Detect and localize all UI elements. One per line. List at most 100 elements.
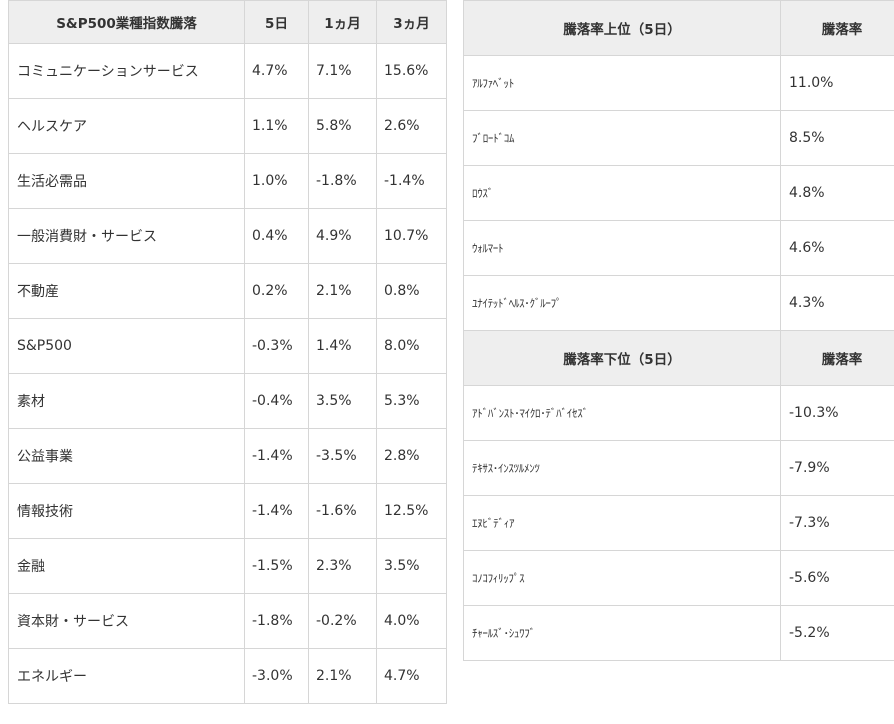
change-5d: 1.0%	[244, 153, 309, 209]
change-1m: -3.5%	[308, 428, 377, 484]
change-5d: 0.2%	[244, 263, 309, 319]
change-1m: 7.1%	[308, 43, 377, 99]
change-1m: 1.4%	[308, 318, 377, 374]
change-5d: -0.3%	[244, 318, 309, 374]
sector-name: 不動産	[8, 263, 245, 319]
sector-name: コミュニケーションサービス	[8, 43, 245, 99]
change-1m: -1.6%	[308, 483, 377, 539]
table-row: ﾛｳｽﾞ 4.8%	[463, 165, 894, 221]
change-3m: 8.0%	[376, 318, 447, 374]
sector-name: エネルギー	[8, 648, 245, 704]
table-row: ｱﾙﾌｧﾍﾞｯﾄ 11.0%	[463, 55, 894, 111]
change-1m: -0.2%	[308, 593, 377, 649]
change-5d: -3.0%	[244, 648, 309, 704]
stock-rate: 8.5%	[780, 110, 894, 166]
table-row: ﾁｬｰﾙｽﾞ･ｼｭﾜﾌﾞ -5.2%	[463, 605, 894, 661]
bottom-movers-header: 騰落率下位（5日）	[463, 330, 781, 386]
change-1m: 2.1%	[308, 263, 377, 319]
table-row: コミュニケーションサービス 4.7% 7.1% 15.6%	[8, 43, 447, 99]
top-movers-header-row: 騰落率上位（5日） 騰落率	[463, 0, 894, 56]
change-3m: -1.4%	[376, 153, 447, 209]
change-3m: 4.7%	[376, 648, 447, 704]
stock-rate: -10.3%	[780, 385, 894, 441]
sector-name: ヘルスケア	[8, 98, 245, 154]
change-1m: -1.8%	[308, 153, 377, 209]
sector-name: S&P500	[8, 318, 245, 374]
stock-name: ﾛｳｽﾞ	[463, 165, 781, 221]
table-row: 公益事業 -1.4% -3.5% 2.8%	[8, 428, 447, 484]
table-row: S&P500 -0.3% 1.4% 8.0%	[8, 318, 447, 374]
change-3m: 5.3%	[376, 373, 447, 429]
table-row: 資本財・サービス -1.8% -0.2% 4.0%	[8, 593, 447, 649]
change-1m: 2.1%	[308, 648, 377, 704]
change-3m: 4.0%	[376, 593, 447, 649]
stock-rate: -7.9%	[780, 440, 894, 496]
table-row: 一般消費財・サービス 0.4% 4.9% 10.7%	[8, 208, 447, 264]
change-1m: 4.9%	[308, 208, 377, 264]
change-1m: 5.8%	[308, 98, 377, 154]
change-3m: 3.5%	[376, 538, 447, 594]
bottom-rate-header: 騰落率	[780, 330, 894, 386]
table-row: ﾌﾞﾛｰﾄﾞｺﾑ 8.5%	[463, 110, 894, 166]
top-rate-header: 騰落率	[780, 0, 894, 56]
table-row: エネルギー -3.0% 2.1% 4.7%	[8, 648, 447, 704]
stock-name: ﾕﾅｲﾃｯﾄﾞﾍﾙｽ･ｸﾞﾙｰﾌﾟ	[463, 275, 781, 331]
change-5d: 1.1%	[244, 98, 309, 154]
table-row: ﾕﾅｲﾃｯﾄﾞﾍﾙｽ･ｸﾞﾙｰﾌﾟ 4.3%	[463, 275, 894, 331]
change-1m: 2.3%	[308, 538, 377, 594]
sector-name: 金融	[8, 538, 245, 594]
change-5d: 4.7%	[244, 43, 309, 99]
sector-name: 資本財・サービス	[8, 593, 245, 649]
change-5d: -1.4%	[244, 428, 309, 484]
stock-rate: 4.3%	[780, 275, 894, 331]
table-row: 金融 -1.5% 2.3% 3.5%	[8, 538, 447, 594]
sector-table-header-row: S&P500業種指数騰落 5日 1ヵ月 3ヵ月	[8, 0, 447, 44]
change-3m: 2.6%	[376, 98, 447, 154]
change-5d: -1.8%	[244, 593, 309, 649]
sector-name: 情報技術	[8, 483, 245, 539]
stock-name: ﾌﾞﾛｰﾄﾞｺﾑ	[463, 110, 781, 166]
stock-rate: -5.2%	[780, 605, 894, 661]
table-row: ヘルスケア 1.1% 5.8% 2.6%	[8, 98, 447, 154]
sector-name: 素材	[8, 373, 245, 429]
change-3m: 15.6%	[376, 43, 447, 99]
change-5d: 0.4%	[244, 208, 309, 264]
table-row: ｴﾇﾋﾞﾃﾞｨｱ -7.3%	[463, 495, 894, 551]
stock-name: ｱﾙﾌｧﾍﾞｯﾄ	[463, 55, 781, 111]
stock-rate: 11.0%	[780, 55, 894, 111]
1month-column-header: 1ヵ月	[308, 0, 377, 44]
stock-name: ﾃｷｻｽ･ｲﾝｽﾂﾙﾒﾝﾂ	[463, 440, 781, 496]
table-row: ﾃｷｻｽ･ｲﾝｽﾂﾙﾒﾝﾂ -7.9%	[463, 440, 894, 496]
stock-rate: -5.6%	[780, 550, 894, 606]
change-3m: 12.5%	[376, 483, 447, 539]
sector-name: 公益事業	[8, 428, 245, 484]
stock-name: ｴﾇﾋﾞﾃﾞｨｱ	[463, 495, 781, 551]
3month-column-header: 3ヵ月	[376, 0, 447, 44]
table-row: ｱﾄﾞﾊﾞﾝｽﾄ･ﾏｲｸﾛ･ﾃﾞﾊﾞｲｾｽﾞ -10.3%	[463, 385, 894, 441]
5day-column-header: 5日	[244, 0, 309, 44]
stock-name: ｺﾉｺﾌｨﾘｯﾌﾟｽ	[463, 550, 781, 606]
top-movers-header: 騰落率上位（5日）	[463, 0, 781, 56]
table-row: 不動産 0.2% 2.1% 0.8%	[8, 263, 447, 319]
table-row: 生活必需品 1.0% -1.8% -1.4%	[8, 153, 447, 209]
stock-name: ﾁｬｰﾙｽﾞ･ｼｭﾜﾌﾞ	[463, 605, 781, 661]
top-bottom-movers-table: 騰落率上位（5日） 騰落率 ｱﾙﾌｧﾍﾞｯﾄ 11.0% ﾌﾞﾛｰﾄﾞｺﾑ 8.…	[463, 0, 894, 661]
change-5d: -0.4%	[244, 373, 309, 429]
change-1m: 3.5%	[308, 373, 377, 429]
sector-name: 生活必需品	[8, 153, 245, 209]
sector-name: 一般消費財・サービス	[8, 208, 245, 264]
change-3m: 0.8%	[376, 263, 447, 319]
bottom-movers-header-row: 騰落率下位（5日） 騰落率	[463, 330, 894, 386]
table-row: 素材 -0.4% 3.5% 5.3%	[8, 373, 447, 429]
table-row: ｺﾉｺﾌｨﾘｯﾌﾟｽ -5.6%	[463, 550, 894, 606]
change-5d: -1.4%	[244, 483, 309, 539]
stock-name: ｳｫﾙﾏｰﾄ	[463, 220, 781, 276]
stock-rate: 4.6%	[780, 220, 894, 276]
stock-rate: 4.8%	[780, 165, 894, 221]
change-3m: 2.8%	[376, 428, 447, 484]
table-row: ｳｫﾙﾏｰﾄ 4.6%	[463, 220, 894, 276]
sector-performance-table: S&P500業種指数騰落 5日 1ヵ月 3ヵ月 コミュニケーションサービス 4.…	[8, 0, 447, 704]
stock-rate: -7.3%	[780, 495, 894, 551]
table-row: 情報技術 -1.4% -1.6% 12.5%	[8, 483, 447, 539]
sector-column-header: S&P500業種指数騰落	[8, 0, 245, 44]
